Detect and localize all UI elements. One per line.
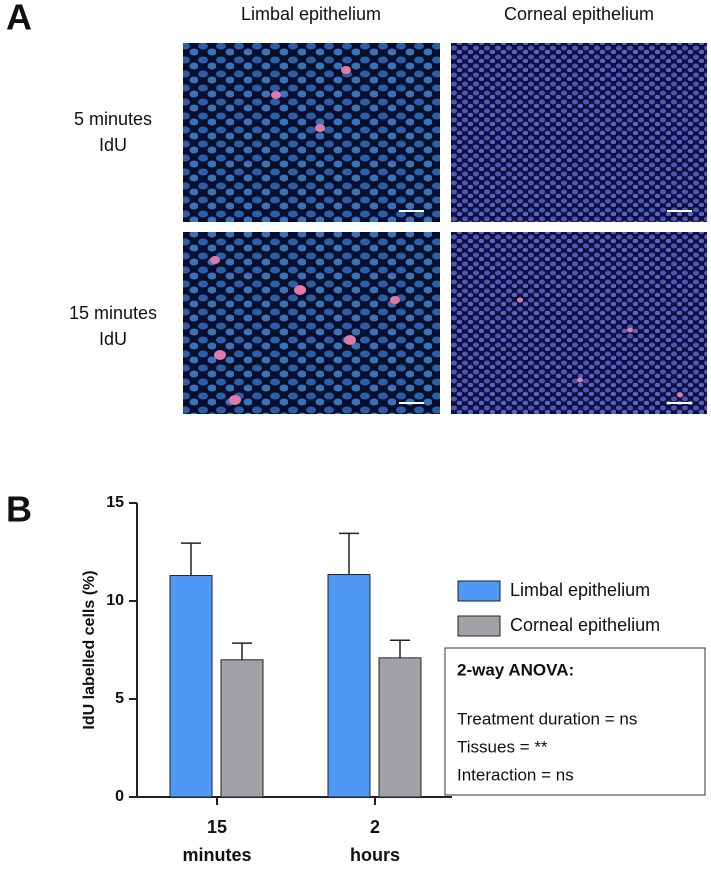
- y-tick-label: 5: [115, 690, 124, 707]
- bar: [220, 659, 264, 798]
- micrograph: [451, 232, 707, 414]
- x-tick-label: 2 hours: [350, 817, 400, 865]
- micrographs: [183, 43, 707, 414]
- panel-label: A: [6, 0, 32, 38]
- micrograph: [183, 43, 440, 222]
- micrograph: [451, 43, 707, 222]
- micrograph: [183, 232, 440, 414]
- panel-label: B: [6, 489, 32, 530]
- y-tick-label: 10: [106, 592, 124, 609]
- bar: [169, 575, 213, 798]
- legend-swatch: [457, 615, 501, 637]
- row-label: 5 minutes IdU: [74, 109, 152, 155]
- legend-label: Limbal epithelium: [510, 580, 650, 600]
- y-tick-label: 0: [115, 788, 124, 805]
- column-header: Corneal epithelium: [504, 4, 654, 24]
- x-tick-label: 15 minutes: [182, 817, 251, 865]
- row-label: 15 minutes IdU: [69, 303, 157, 349]
- annotation-title: 2-way ANOVA:: [457, 660, 574, 679]
- annotation-box: [444, 647, 706, 796]
- annotation-line: Interaction = ns: [457, 765, 574, 784]
- y-tick-label: 15: [106, 494, 124, 511]
- legend-swatch: [457, 580, 501, 602]
- column-header: Limbal epithelium: [241, 4, 381, 24]
- annotation-line: Treatment duration = ns: [457, 709, 637, 728]
- scale-bars: [399, 210, 692, 404]
- bar: [327, 574, 371, 798]
- labelled-nuclei: [210, 66, 683, 405]
- legend-label: Corneal epithelium: [510, 615, 660, 635]
- y-axis-label: IdU labelled cells (%): [81, 570, 98, 729]
- annotation-line: Tissues = **: [457, 737, 548, 756]
- bar: [378, 657, 422, 798]
